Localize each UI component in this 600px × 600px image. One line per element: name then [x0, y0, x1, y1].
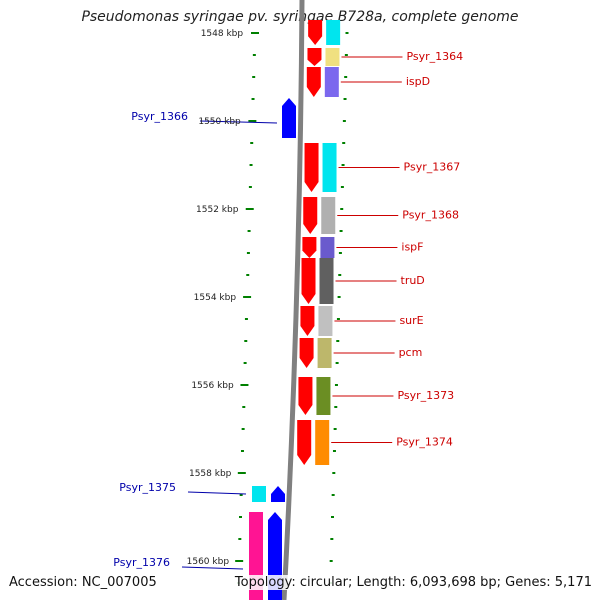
gene-label: ispD [406, 75, 430, 88]
scale-ticks [235, 32, 349, 584]
gene-category-box [325, 48, 340, 66]
gene-category-box [321, 197, 336, 234]
gene-label: Psyr_1366 [131, 110, 188, 123]
gene-category-box [326, 20, 341, 45]
scale-label: 1548 kbp [201, 29, 244, 39]
gene-category-box [318, 306, 333, 336]
scale-label: 1554 kbp [194, 293, 237, 303]
gene-category-box [315, 420, 330, 465]
gene-features [249, 20, 341, 600]
gene-label: Psyr_1376 [113, 556, 170, 569]
scale-label: 1558 kbp [189, 469, 232, 479]
label-leader [199, 120, 278, 124]
gene-label: Psyr_1373 [397, 389, 454, 402]
forward-gene-arrow [300, 306, 315, 336]
label-leader [187, 491, 247, 495]
backbone-line [281, 0, 305, 600]
gene-label: ispF [401, 241, 423, 254]
forward-gene-arrow [299, 338, 314, 368]
gene-label: Psyr_1375 [119, 481, 176, 494]
gene-label: surE [399, 314, 423, 327]
gene-category-box [252, 486, 266, 502]
gene-category-box [324, 67, 339, 97]
gene-label: Psyr_1374 [396, 436, 453, 449]
gene-label: Psyr_1368 [402, 209, 459, 222]
forward-gene-arrow [298, 377, 313, 415]
reverse-gene-arrow [282, 98, 296, 138]
gene-label: Psyr_1367 [404, 161, 461, 174]
gene-category-box [317, 338, 332, 368]
gene-category-box [320, 237, 335, 258]
forward-gene-arrow [306, 67, 321, 97]
scale-label: 1552 kbp [196, 205, 239, 215]
accession-label: Accession: NC_007005 [7, 575, 159, 590]
backbone [281, 0, 305, 600]
topology-label: Topology: circular; Length: 6,093,698 bp… [232, 575, 594, 590]
scale-label: 1560 kbp [187, 557, 230, 567]
forward-gene-arrow [303, 197, 318, 234]
reverse-gene-arrow [271, 486, 285, 502]
forward-gene-arrow [301, 258, 316, 304]
scale-label: 1550 kbp [198, 117, 241, 127]
scale-labels: 1548 kbp 1550 kbp 1552 kbp 1554 kbp 1556 kbp… [187, 29, 244, 567]
gene-category-box [316, 377, 331, 415]
gene-category-box [319, 258, 334, 304]
gene-labels: Psyr_1364 ispD Psyr_1367 Psyr_1368 ispF truD s… [113, 50, 463, 570]
gene-category-box [322, 143, 337, 192]
forward-gene-arrow [297, 420, 312, 465]
forward-gene-arrow [307, 48, 322, 66]
forward-gene-arrow [304, 143, 319, 192]
forward-gene-arrow [308, 20, 323, 45]
label-leader [181, 566, 244, 570]
scale-label: 1556 kbp [191, 381, 234, 391]
gene-label: pcm [399, 346, 423, 359]
gene-label: Psyr_1364 [406, 50, 463, 63]
gene-label: truD [401, 274, 425, 287]
forward-gene-arrow [302, 237, 317, 258]
